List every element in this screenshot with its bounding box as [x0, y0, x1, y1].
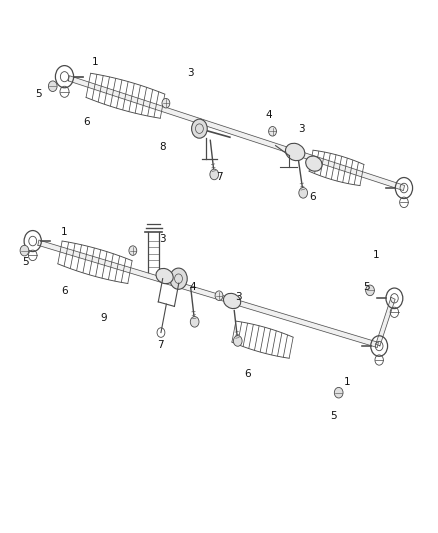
- Text: 5: 5: [363, 281, 369, 292]
- Text: 6: 6: [244, 369, 251, 379]
- Text: 5: 5: [35, 89, 42, 99]
- Text: 5: 5: [22, 257, 28, 267]
- Circle shape: [210, 169, 219, 180]
- Circle shape: [299, 188, 307, 198]
- Text: 5: 5: [330, 411, 336, 421]
- Text: 1: 1: [344, 377, 351, 387]
- Circle shape: [170, 268, 187, 289]
- Text: 6: 6: [309, 191, 316, 201]
- Circle shape: [129, 246, 137, 255]
- Text: 1: 1: [61, 227, 68, 237]
- Text: 7: 7: [157, 340, 163, 350]
- Text: 3: 3: [235, 292, 242, 302]
- Text: 6: 6: [61, 286, 68, 296]
- Circle shape: [20, 245, 29, 256]
- Circle shape: [233, 336, 242, 346]
- Text: 3: 3: [298, 124, 305, 134]
- Circle shape: [366, 285, 374, 296]
- Circle shape: [190, 317, 199, 327]
- Text: 1: 1: [373, 250, 380, 260]
- Circle shape: [162, 99, 170, 108]
- Polygon shape: [68, 76, 405, 191]
- Text: 4: 4: [190, 281, 196, 292]
- Text: 1: 1: [92, 58, 98, 67]
- Text: 3: 3: [159, 234, 166, 244]
- Ellipse shape: [223, 293, 240, 309]
- Polygon shape: [38, 240, 378, 348]
- Text: 9: 9: [100, 313, 107, 324]
- Circle shape: [334, 387, 343, 398]
- Polygon shape: [376, 297, 395, 346]
- Text: 8: 8: [159, 142, 166, 152]
- Text: 7: 7: [215, 172, 223, 182]
- Ellipse shape: [156, 269, 173, 284]
- Ellipse shape: [286, 143, 305, 160]
- Text: 4: 4: [266, 110, 272, 120]
- Ellipse shape: [306, 156, 322, 171]
- Text: 3: 3: [187, 68, 194, 78]
- Circle shape: [215, 291, 223, 301]
- Circle shape: [268, 126, 276, 136]
- Circle shape: [48, 81, 57, 92]
- Text: 6: 6: [83, 117, 89, 127]
- Circle shape: [191, 119, 207, 138]
